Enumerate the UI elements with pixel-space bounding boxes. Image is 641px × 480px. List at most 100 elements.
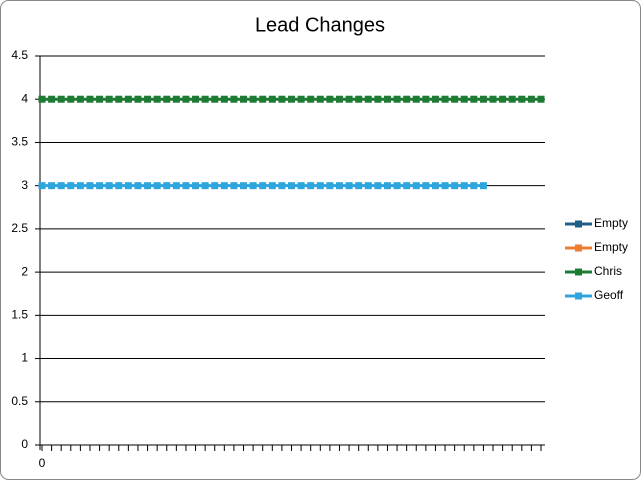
marker (240, 182, 248, 190)
legend-marker (575, 292, 582, 300)
marker (38, 182, 46, 190)
x-tick-label: 0 (39, 456, 46, 470)
marker (383, 95, 391, 103)
marker (326, 95, 334, 103)
marker (431, 95, 439, 103)
marker (335, 182, 343, 190)
marker (211, 95, 219, 103)
y-tick-label: 3 (21, 178, 28, 192)
marker (393, 182, 401, 190)
marker (316, 182, 324, 190)
marker (211, 182, 219, 190)
marker (230, 182, 238, 190)
marker (537, 95, 545, 103)
marker (220, 95, 228, 103)
marker (288, 95, 295, 103)
marker (268, 182, 276, 190)
marker (278, 182, 286, 190)
marker (57, 182, 65, 190)
marker (288, 182, 295, 190)
marker (326, 182, 334, 190)
marker (393, 95, 401, 103)
marker (115, 95, 123, 103)
marker (240, 95, 248, 103)
marker (249, 95, 257, 103)
marker (470, 182, 478, 190)
marker (364, 182, 372, 190)
marker (182, 95, 190, 103)
marker (124, 95, 132, 103)
marker (403, 95, 411, 103)
marker (172, 182, 180, 190)
marker (297, 182, 305, 190)
marker (412, 182, 420, 190)
y-tick-label: 4 (21, 91, 28, 105)
marker (105, 182, 113, 190)
marker (345, 95, 353, 103)
marker (163, 182, 171, 190)
marker (201, 95, 209, 103)
marker (86, 182, 94, 190)
marker (96, 182, 104, 190)
marker (57, 95, 65, 103)
marker (182, 182, 190, 190)
marker (345, 182, 353, 190)
marker (220, 182, 228, 190)
marker (153, 182, 161, 190)
marker (67, 182, 75, 190)
marker (259, 182, 267, 190)
marker (38, 95, 46, 103)
marker (192, 182, 200, 190)
marker (460, 95, 468, 103)
marker (48, 182, 56, 190)
marker (172, 95, 180, 103)
marker (335, 95, 343, 103)
marker (96, 95, 104, 103)
marker (374, 95, 382, 103)
y-tick-label: 0.5 (11, 394, 28, 408)
marker (230, 95, 238, 103)
marker (48, 95, 56, 103)
marker (374, 182, 382, 190)
marker (470, 95, 478, 103)
marker (431, 182, 439, 190)
marker (297, 95, 305, 103)
marker (364, 95, 372, 103)
marker (441, 182, 449, 190)
marker (316, 95, 324, 103)
marker (67, 95, 75, 103)
marker (499, 95, 507, 103)
y-tick-label: 3.5 (11, 135, 28, 149)
marker (479, 95, 487, 103)
chart-title: Lead Changes (255, 14, 385, 36)
marker (249, 182, 257, 190)
marker (451, 182, 459, 190)
marker (153, 95, 161, 103)
marker (422, 182, 430, 190)
marker (355, 95, 363, 103)
marker (422, 95, 430, 103)
marker (489, 95, 497, 103)
marker (403, 182, 411, 190)
y-tick-label: 1 (21, 351, 28, 365)
marker (268, 95, 276, 103)
marker (134, 182, 142, 190)
marker (460, 182, 468, 190)
marker (259, 95, 267, 103)
marker (163, 95, 171, 103)
marker (518, 95, 526, 103)
legend-label: Empty (594, 240, 628, 254)
marker (105, 95, 113, 103)
marker (76, 95, 84, 103)
y-tick-label: 2 (21, 264, 28, 278)
marker (192, 95, 200, 103)
y-tick-label: 1.5 (11, 308, 28, 322)
legend-label: Chris (594, 264, 622, 278)
marker (383, 182, 391, 190)
marker (412, 95, 420, 103)
marker (451, 95, 459, 103)
legend-marker (575, 268, 582, 276)
marker (479, 182, 487, 190)
